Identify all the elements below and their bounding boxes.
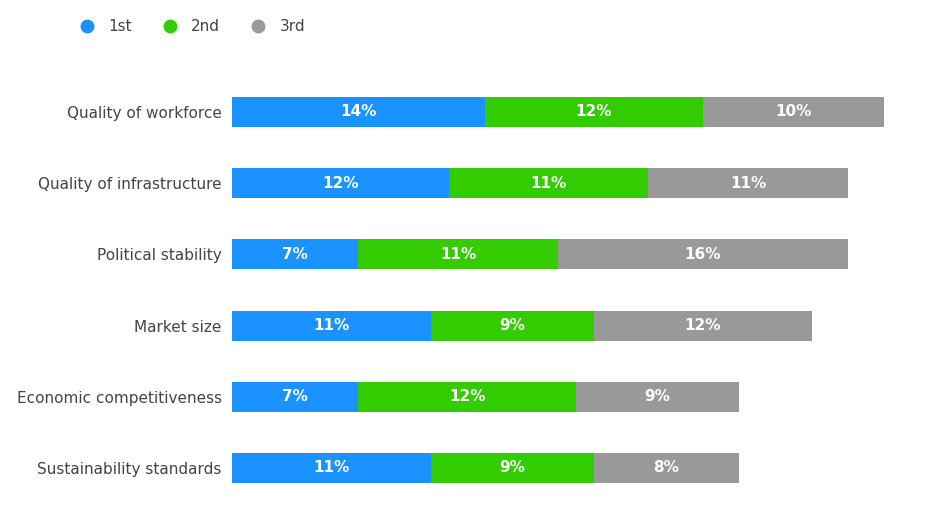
Text: 14%: 14% (340, 104, 377, 119)
Text: 10%: 10% (774, 104, 811, 119)
Bar (231, 311, 430, 340)
Bar (358, 239, 557, 269)
Text: 12%: 12% (448, 389, 485, 404)
Text: 11%: 11% (729, 176, 766, 190)
Bar (575, 382, 738, 412)
Text: 9%: 9% (644, 389, 669, 404)
Bar (594, 311, 811, 340)
Text: 8%: 8% (653, 461, 679, 476)
Text: 11%: 11% (530, 176, 566, 190)
Text: 12%: 12% (683, 318, 720, 333)
Bar (702, 97, 883, 127)
Bar (231, 382, 358, 412)
Bar (557, 239, 847, 269)
Text: 7%: 7% (281, 247, 308, 262)
Bar (448, 168, 648, 198)
Bar (231, 168, 448, 198)
Bar (485, 97, 702, 127)
Text: 11%: 11% (312, 318, 349, 333)
Legend: 1st, 2nd, 3rd: 1st, 2nd, 3rd (71, 19, 305, 35)
Bar (231, 97, 485, 127)
Text: 7%: 7% (281, 389, 308, 404)
Bar (231, 239, 358, 269)
Text: 9%: 9% (499, 461, 525, 476)
Text: 11%: 11% (312, 461, 349, 476)
Text: 12%: 12% (575, 104, 612, 119)
Bar (648, 168, 847, 198)
Text: 11%: 11% (440, 247, 476, 262)
Text: 9%: 9% (499, 318, 525, 333)
Bar (231, 453, 430, 483)
Bar (430, 311, 594, 340)
Bar (358, 382, 575, 412)
Bar (594, 453, 738, 483)
Text: 16%: 16% (683, 247, 720, 262)
Bar (430, 453, 594, 483)
Text: 12%: 12% (322, 176, 358, 190)
